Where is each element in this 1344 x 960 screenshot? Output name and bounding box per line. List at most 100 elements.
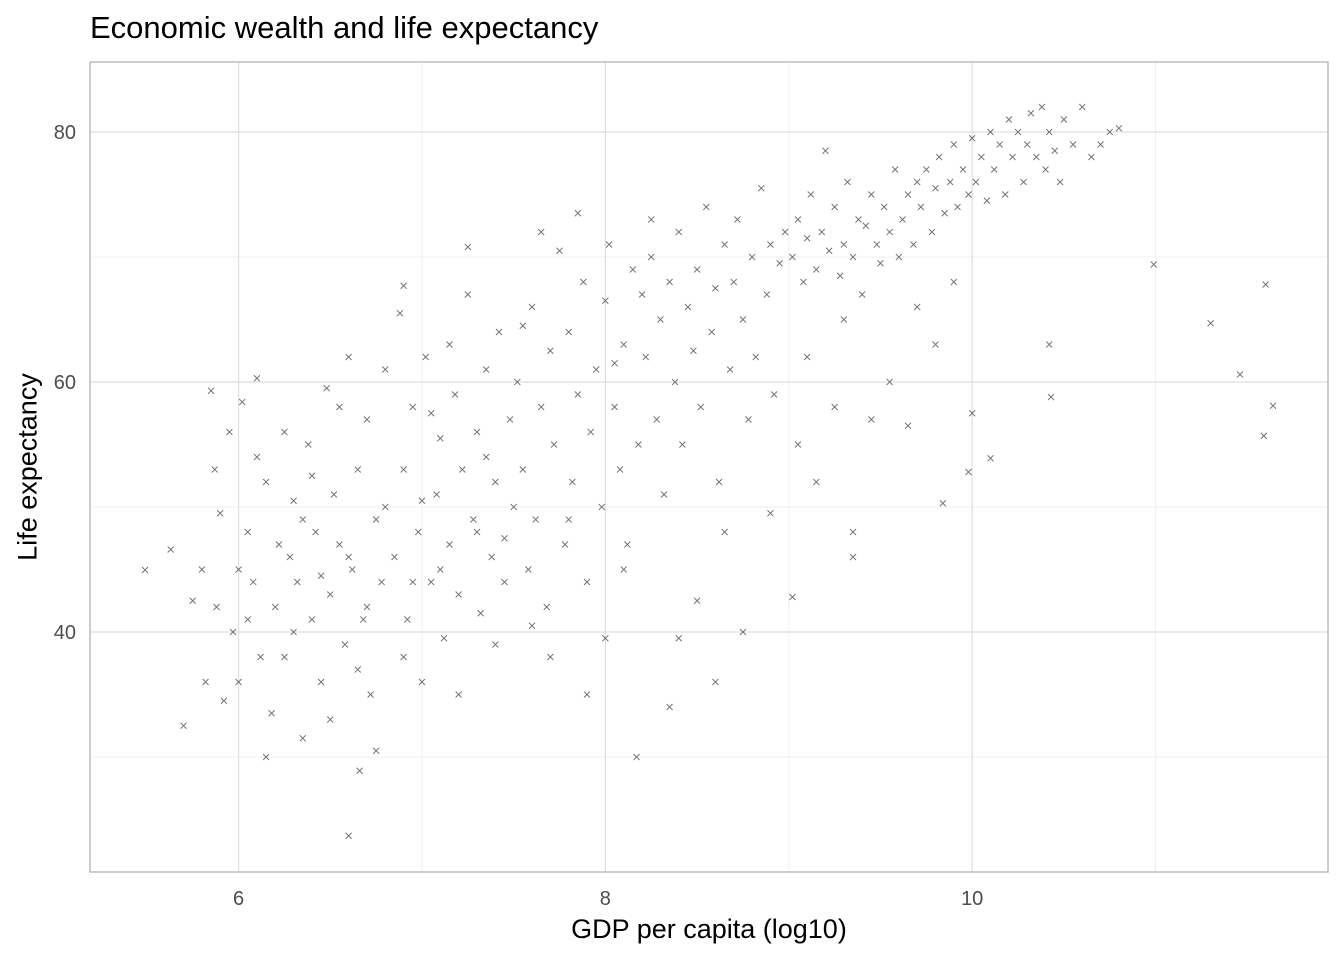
data-point xyxy=(873,241,881,248)
data-point xyxy=(803,353,811,361)
data-point xyxy=(752,353,760,361)
data-point xyxy=(666,278,673,286)
data-point xyxy=(464,291,472,298)
data-point xyxy=(946,178,954,186)
data-point xyxy=(257,653,264,661)
data-point xyxy=(202,678,209,686)
data-point xyxy=(473,528,481,536)
data-point xyxy=(141,566,149,574)
data-point xyxy=(455,691,462,698)
data-point xyxy=(891,166,899,173)
data-point xyxy=(831,403,838,411)
data-point xyxy=(939,499,947,507)
data-point xyxy=(734,216,741,223)
data-point xyxy=(794,441,802,448)
data-point xyxy=(935,153,943,161)
data-point xyxy=(1020,178,1027,186)
data-point xyxy=(1236,371,1244,378)
data-point xyxy=(1262,281,1269,288)
data-point xyxy=(592,366,600,373)
data-point xyxy=(336,541,343,548)
data-point xyxy=(356,767,363,775)
data-point xyxy=(721,241,728,248)
data-point xyxy=(620,341,628,348)
data-point xyxy=(730,278,738,286)
data-point xyxy=(482,453,490,461)
data-point xyxy=(675,228,683,236)
data-point xyxy=(697,403,705,411)
data-point xyxy=(470,516,477,523)
data-point xyxy=(840,316,848,323)
data-point xyxy=(965,468,972,476)
data-point xyxy=(367,691,374,698)
data-point xyxy=(537,403,545,411)
data-point xyxy=(312,528,319,536)
data-point xyxy=(359,616,367,623)
data-point xyxy=(812,478,820,486)
chart-title: Economic wealth and life expectancy xyxy=(90,10,599,45)
data-point xyxy=(510,503,517,511)
data-point xyxy=(1069,141,1077,148)
data-point xyxy=(436,566,444,573)
data-point xyxy=(849,553,857,561)
data-point xyxy=(635,441,642,448)
data-point xyxy=(726,366,734,373)
data-point xyxy=(464,243,472,251)
data-point xyxy=(455,591,462,598)
data-point xyxy=(345,353,352,361)
data-point xyxy=(569,478,576,486)
data-point xyxy=(345,553,352,561)
data-point xyxy=(877,259,884,267)
data-point xyxy=(436,434,444,442)
data-point xyxy=(268,709,275,717)
data-point xyxy=(1097,141,1104,148)
data-point xyxy=(229,628,237,636)
data-point xyxy=(849,528,857,536)
data-point xyxy=(794,216,802,223)
data-point xyxy=(611,359,618,367)
data-point xyxy=(1056,178,1064,186)
data-point xyxy=(1042,166,1049,173)
data-point xyxy=(440,634,448,642)
data-point xyxy=(330,491,338,498)
data-point xyxy=(492,478,499,486)
data-point xyxy=(299,734,307,742)
data-point xyxy=(189,597,197,605)
data-point xyxy=(1060,116,1068,123)
data-point xyxy=(693,266,701,273)
data-point xyxy=(1269,402,1277,410)
data-point xyxy=(965,191,972,198)
data-point xyxy=(812,266,820,273)
data-point xyxy=(317,572,325,580)
data-point xyxy=(372,747,380,755)
data-point xyxy=(414,528,422,536)
data-point xyxy=(547,347,554,355)
data-point xyxy=(363,416,371,423)
data-point xyxy=(702,203,710,211)
data-point xyxy=(972,178,980,186)
data-point xyxy=(396,309,404,317)
data-point xyxy=(341,641,349,648)
data-points xyxy=(141,103,1277,840)
data-point xyxy=(647,216,655,223)
data-point xyxy=(262,753,270,761)
data-point xyxy=(987,454,994,462)
data-point xyxy=(684,303,692,311)
data-point xyxy=(978,153,985,161)
data-point xyxy=(207,387,215,395)
data-point xyxy=(574,391,582,398)
x-axis-label: GDP per capita (log10) xyxy=(571,914,847,944)
data-point xyxy=(501,534,508,542)
data-point xyxy=(281,653,288,661)
data-point xyxy=(932,341,939,348)
data-point xyxy=(739,316,747,323)
data-point xyxy=(446,341,453,348)
x-tick-label: 6 xyxy=(233,888,244,910)
data-point xyxy=(519,466,527,473)
data-point xyxy=(867,416,875,423)
data-point xyxy=(550,441,558,448)
data-point xyxy=(1005,116,1013,123)
data-point xyxy=(941,209,948,217)
data-point xyxy=(514,378,521,386)
data-point xyxy=(657,316,664,323)
